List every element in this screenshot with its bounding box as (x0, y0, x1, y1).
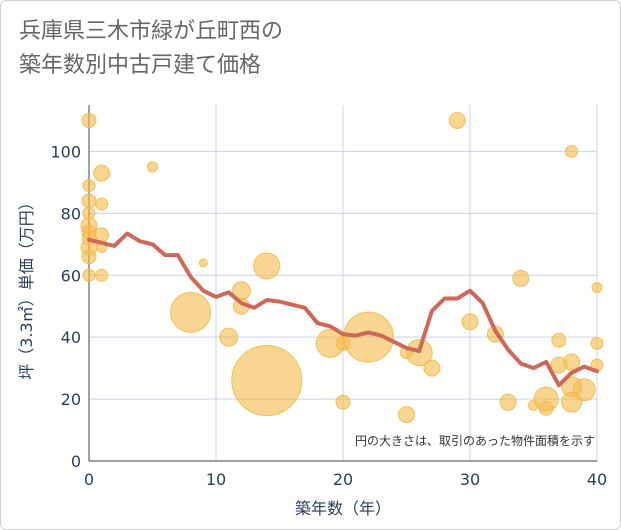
y-tick-label: 80 (61, 204, 81, 223)
x-tick-label: 10 (206, 470, 226, 489)
bubble-point (82, 178, 96, 192)
bubble-point (81, 193, 97, 209)
bubble-point (590, 336, 604, 350)
bubble-point (95, 268, 109, 282)
bubble-point (82, 268, 96, 282)
y-tick-label: 100 (50, 142, 81, 161)
chart-title-line-1: 兵庫県三木市緑が丘町西の (19, 19, 284, 44)
y-axis-ticks: 0 20 40 60 80 100 (50, 142, 81, 471)
y-tick-label: 40 (61, 328, 81, 347)
y-tick-label: 60 (61, 266, 81, 285)
bubble-point (551, 332, 567, 348)
bubble-point (219, 327, 239, 347)
grid-lines (88, 105, 598, 462)
x-axis-title: 築年数（年） (295, 499, 391, 518)
bubble-point (528, 399, 539, 411)
size-annotation: 円の大きさは、取引のあった物件面積を示す (355, 433, 595, 448)
bubble-point (147, 161, 158, 173)
bubble-point (499, 393, 517, 411)
bubble-point (170, 291, 212, 333)
bubble-point (448, 111, 466, 129)
bubble-point (512, 269, 530, 287)
bubble-point (335, 394, 351, 410)
y-tick-label: 20 (61, 390, 81, 409)
bubble-point (561, 391, 583, 413)
x-tick-label: 40 (587, 470, 607, 489)
bubble-point (563, 353, 581, 371)
bubble-point (423, 359, 441, 377)
bubble-point (398, 406, 415, 424)
bubble-point (461, 313, 479, 331)
chart-title: 兵庫県三木市緑が丘町西の 築年数別中古戸建て価格 (19, 15, 283, 83)
chart-title-line-2: 築年数別中古戸建て価格 (19, 53, 262, 78)
bubble-point (81, 249, 97, 265)
bubble-point (82, 206, 96, 220)
x-axis-ticks: 0 10 20 30 40 (84, 470, 607, 489)
x-tick-label: 30 (460, 470, 480, 489)
bubble-point (253, 252, 281, 280)
x-tick-label: 0 (84, 470, 94, 489)
x-tick-label: 20 (333, 470, 353, 489)
bubble-point (335, 335, 351, 351)
y-axis-title: 坪（3.3㎡）単価（万円） (17, 194, 36, 379)
bubble-point (198, 258, 208, 268)
bubble-point (538, 400, 554, 416)
bubble-series (80, 111, 604, 424)
bubble-point (565, 144, 579, 158)
y-tick-label: 0 (71, 452, 81, 471)
bubble-point (95, 197, 109, 211)
bubble-point (591, 282, 603, 294)
bubble-point (93, 164, 111, 182)
bubble-point (231, 345, 303, 417)
bubble-point (81, 112, 97, 128)
trend-line (87, 231, 599, 388)
